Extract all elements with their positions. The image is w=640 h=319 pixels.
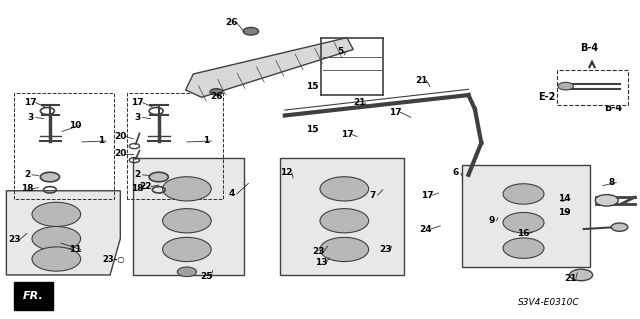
Text: 17: 17 (421, 191, 434, 200)
Text: 23: 23 (8, 235, 20, 244)
Text: B-4: B-4 (604, 103, 622, 113)
Circle shape (503, 184, 544, 204)
Text: 22: 22 (140, 182, 152, 191)
Text: 15: 15 (306, 125, 319, 134)
Text: 12: 12 (280, 168, 293, 177)
Circle shape (40, 172, 60, 182)
Text: 20: 20 (114, 132, 127, 141)
Polygon shape (462, 165, 590, 267)
Circle shape (32, 226, 81, 251)
Circle shape (558, 82, 573, 90)
Text: 23: 23 (312, 247, 325, 256)
Text: E-2: E-2 (538, 92, 556, 102)
Circle shape (320, 237, 369, 262)
Text: 7: 7 (369, 191, 376, 200)
Circle shape (320, 209, 369, 233)
Text: FR.: FR. (23, 291, 44, 301)
FancyBboxPatch shape (557, 70, 628, 105)
Polygon shape (186, 38, 353, 97)
Circle shape (32, 202, 81, 226)
Circle shape (163, 237, 211, 262)
Text: 23-○: 23-○ (102, 256, 125, 264)
Circle shape (503, 212, 544, 233)
Text: 2: 2 (134, 170, 141, 179)
Text: 8: 8 (608, 178, 614, 187)
Text: 17: 17 (24, 98, 37, 107)
Text: 21: 21 (353, 98, 366, 107)
Polygon shape (133, 158, 244, 275)
Polygon shape (6, 191, 120, 275)
Circle shape (210, 89, 223, 95)
Circle shape (243, 27, 259, 35)
Text: 26: 26 (210, 92, 223, 101)
Text: 1: 1 (98, 137, 104, 145)
Text: 10: 10 (69, 121, 82, 130)
Text: 2: 2 (24, 170, 30, 179)
Text: 9: 9 (488, 216, 495, 225)
Circle shape (595, 195, 618, 206)
Text: 11: 11 (69, 245, 82, 254)
Text: 17: 17 (340, 130, 353, 139)
Text: 13: 13 (315, 258, 328, 267)
Text: 3: 3 (134, 113, 141, 122)
Text: 16: 16 (517, 229, 530, 238)
Text: 14: 14 (558, 194, 571, 203)
Text: S3V4-E0310C: S3V4-E0310C (518, 298, 580, 307)
Text: 17: 17 (131, 98, 144, 107)
Text: 26: 26 (225, 19, 238, 27)
Text: 4: 4 (228, 189, 235, 198)
Text: 24: 24 (419, 225, 432, 234)
Text: 21: 21 (415, 76, 428, 85)
Circle shape (163, 209, 211, 233)
Circle shape (611, 223, 628, 231)
Circle shape (177, 267, 196, 277)
Text: 5: 5 (337, 47, 344, 56)
Text: 19: 19 (558, 208, 571, 217)
Circle shape (149, 172, 168, 182)
Text: 18: 18 (131, 184, 144, 193)
Text: 20: 20 (114, 149, 127, 158)
Text: 21: 21 (564, 274, 577, 283)
Text: 23: 23 (379, 245, 392, 254)
Circle shape (163, 177, 211, 201)
Circle shape (503, 238, 544, 258)
Polygon shape (280, 158, 404, 275)
Circle shape (320, 177, 369, 201)
Text: 6: 6 (452, 168, 459, 177)
Text: 15: 15 (306, 82, 319, 91)
Text: 1: 1 (203, 137, 209, 145)
Text: 25: 25 (200, 272, 212, 281)
Circle shape (32, 247, 81, 271)
Text: B-4: B-4 (580, 43, 598, 54)
Text: 3: 3 (28, 113, 34, 122)
Circle shape (570, 269, 593, 281)
Text: 17: 17 (389, 108, 402, 117)
Text: 18: 18 (20, 184, 33, 193)
